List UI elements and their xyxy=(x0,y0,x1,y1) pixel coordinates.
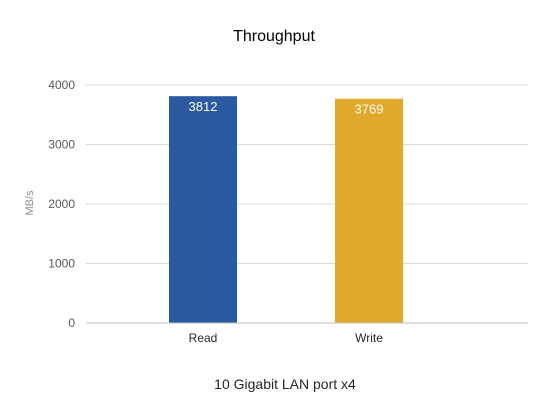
category-labels: Read Write xyxy=(189,331,384,345)
data-labels: 3812 3769 xyxy=(189,99,384,117)
y-tick-label: 0 xyxy=(68,316,75,330)
data-label-read: 3812 xyxy=(189,99,218,114)
data-label-write: 3769 xyxy=(355,102,384,117)
bar-read xyxy=(169,96,237,323)
category-label-read: Read xyxy=(189,331,218,345)
y-tick-label: 3000 xyxy=(48,138,75,152)
y-axis-label: MB/s xyxy=(24,190,36,216)
y-tick-label: 2000 xyxy=(48,197,75,211)
bar-write xyxy=(335,98,403,323)
y-tick-label: 1000 xyxy=(48,257,75,271)
gridlines xyxy=(86,84,528,264)
bars xyxy=(169,96,403,323)
y-tick-label: 4000 xyxy=(48,78,75,92)
x-axis-label: 10 Gigabit LAN port x4 xyxy=(214,376,356,392)
chart-title: Throughput xyxy=(233,28,315,45)
y-axis-ticks: 0 1000 2000 3000 4000 xyxy=(48,78,75,330)
category-label-write: Write xyxy=(355,331,383,345)
